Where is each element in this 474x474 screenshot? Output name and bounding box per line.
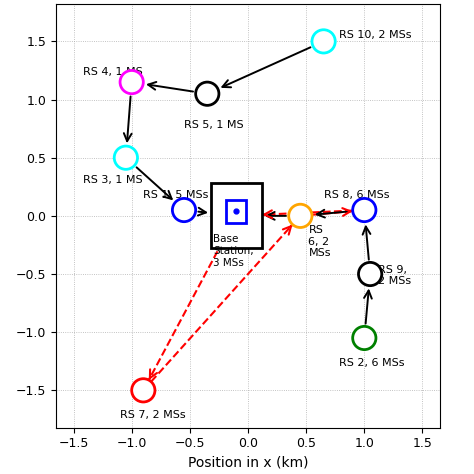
Text: RS 10, 2 MSs: RS 10, 2 MSs <box>339 30 411 40</box>
Circle shape <box>120 71 143 94</box>
Circle shape <box>173 199 196 222</box>
Circle shape <box>132 379 155 402</box>
Text: RS 9,
2 MSs: RS 9, 2 MSs <box>378 264 411 286</box>
Circle shape <box>358 263 382 286</box>
Text: RS 8, 6 MSs: RS 8, 6 MSs <box>324 190 389 201</box>
Circle shape <box>353 199 376 222</box>
Circle shape <box>289 204 312 228</box>
Text: RS 2, 6 MSs: RS 2, 6 MSs <box>339 358 404 368</box>
X-axis label: Position in x (km): Position in x (km) <box>188 456 308 470</box>
Bar <box>227 200 246 223</box>
Text: RS 1, 5 MSs: RS 1, 5 MSs <box>143 190 209 201</box>
Circle shape <box>353 327 376 350</box>
Bar <box>211 183 262 248</box>
Text: RS 4, 1 MS: RS 4, 1 MS <box>83 67 143 77</box>
Text: RS 3, 1 MS: RS 3, 1 MS <box>83 175 143 185</box>
Circle shape <box>114 146 137 169</box>
Circle shape <box>196 82 219 105</box>
Text: RS
6, 2
MSs: RS 6, 2 MSs <box>309 225 331 258</box>
Text: RS 5, 1 MS: RS 5, 1 MS <box>184 120 244 130</box>
Text: Base
Station,
3 MSs: Base Station, 3 MSs <box>213 235 254 268</box>
Text: RS 7, 2 MSs: RS 7, 2 MSs <box>120 410 186 420</box>
Circle shape <box>312 30 335 53</box>
